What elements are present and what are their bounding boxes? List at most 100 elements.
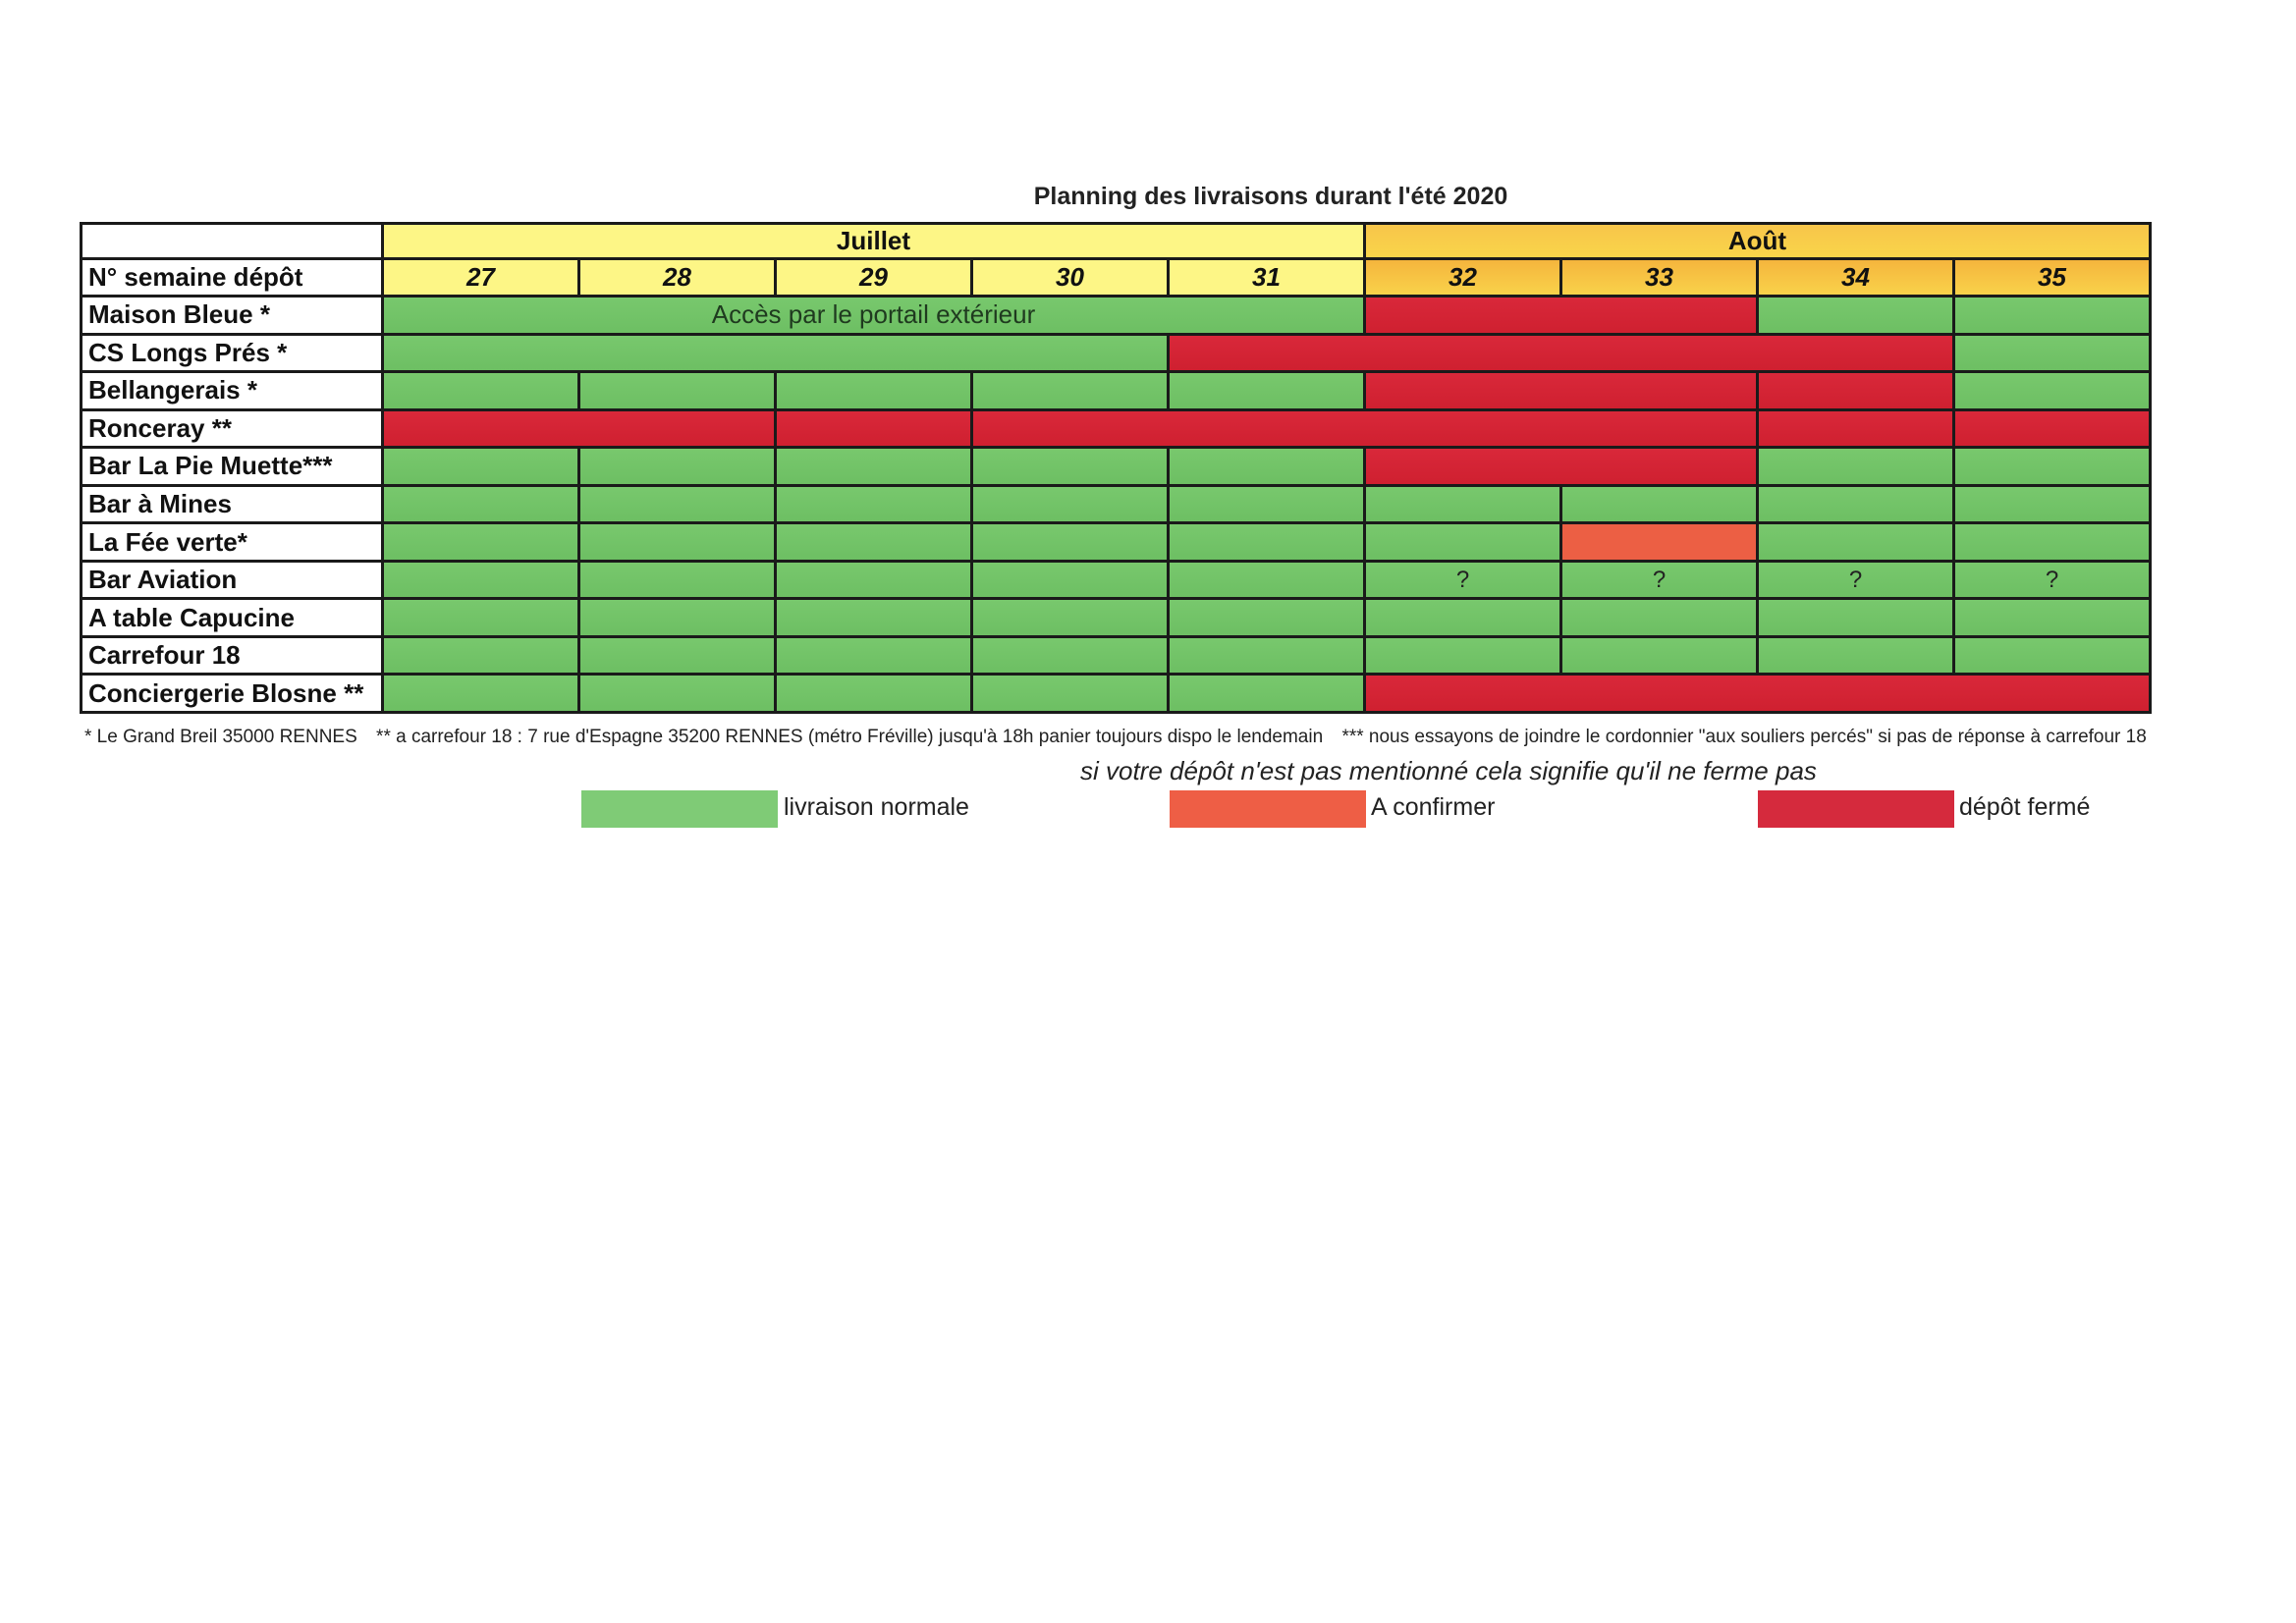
status-cell-green: [1366, 524, 1562, 563]
status-cell-red: [777, 410, 973, 450]
uncertain-mark: ?: [1455, 566, 1470, 593]
status-cell-green: [777, 562, 973, 601]
status-cell-red: [1759, 410, 1955, 450]
status-cell-green: [973, 373, 1170, 411]
status-cell-green: [1170, 600, 1366, 638]
week-header-35: 35: [1955, 259, 2152, 298]
status-cell-red: [1759, 373, 1955, 411]
status-cell-green: [777, 637, 973, 676]
status-cell-green: [777, 600, 973, 638]
status-cell-green: [1759, 637, 1955, 676]
status-cell-green: [1170, 373, 1366, 411]
status-cell-red: [1170, 335, 1955, 374]
status-cell-green: [1955, 600, 2152, 638]
status-cell-green: [1759, 486, 1955, 525]
status-cell-red: [1366, 373, 1759, 411]
depot-name: Ronceray **: [80, 410, 384, 450]
status-cell-green: [580, 637, 777, 676]
status-cell-red: [1955, 410, 2152, 450]
status-cell-green: [580, 449, 777, 487]
status-cell-green: [384, 373, 580, 411]
status-cell-green: [1170, 486, 1366, 525]
status-cell-green: [1955, 335, 2152, 374]
status-cell-green: [580, 600, 777, 638]
status-cell-red: [1366, 676, 2152, 714]
status-cell-green: [1955, 298, 2152, 336]
status-cell-green: [384, 335, 1170, 374]
status-cell-green: [1170, 676, 1366, 714]
status-cell-green: ?: [1366, 562, 1562, 601]
status-cell-green: [973, 486, 1170, 525]
status-cell-green: [973, 449, 1170, 487]
depot-name: La Fée verte*: [80, 524, 384, 563]
status-cell-green: [1955, 373, 2152, 411]
week-header-28: 28: [580, 259, 777, 298]
status-cell-green: [1366, 486, 1562, 525]
status-cell-green: [1562, 486, 1759, 525]
status-cell-green: [1366, 600, 1562, 638]
depot-name: Bar à Mines: [80, 486, 384, 525]
status-cell-green: [973, 562, 1170, 601]
status-cell-green: [973, 637, 1170, 676]
depot-name: CS Longs Prés *: [80, 335, 384, 374]
cell-note: Accès par le portail extérieur: [711, 299, 1036, 330]
status-cell-green: [1955, 524, 2152, 563]
legend-swatch-closed: [1758, 790, 1954, 828]
week-header-32: 32: [1366, 259, 1562, 298]
week-header-31: 31: [1170, 259, 1366, 298]
status-cell-green: [1170, 562, 1366, 601]
depot-name: Carrefour 18: [80, 637, 384, 676]
status-cell-green: ?: [1955, 562, 2152, 601]
week-row-label: N° semaine dépôt: [80, 259, 384, 298]
status-cell-red: [973, 410, 1759, 450]
footnotes: * Le Grand Breil 35000 RENNES ** a carre…: [84, 727, 2157, 748]
page-title: Planning des livraisons durant l'été 202…: [1033, 183, 1508, 210]
status-cell-green: [580, 486, 777, 525]
status-cell-green: [580, 676, 777, 714]
week-header-34: 34: [1759, 259, 1955, 298]
status-cell-green: ?: [1562, 562, 1759, 601]
month-header-aout: Août: [1366, 222, 2152, 260]
week-header-29: 29: [777, 259, 973, 298]
legend-label-confirm: A confirmer: [1371, 793, 1496, 821]
week-header-30: 30: [973, 259, 1170, 298]
status-cell-green: [1955, 449, 2152, 487]
status-cell-green: [384, 524, 580, 563]
status-cell-green: Accès par le portail extérieur: [384, 298, 1366, 336]
status-cell-green: [777, 449, 973, 487]
status-cell-green: [580, 524, 777, 563]
footnote-3: *** nous essayons de joindre le cordonni…: [1341, 727, 2147, 747]
status-cell-green: [1562, 600, 1759, 638]
status-cell-green: [777, 524, 973, 563]
week-header-27: 27: [384, 259, 580, 298]
footnote-2: ** a carrefour 18 : 7 rue d'Espagne 3520…: [376, 727, 1324, 747]
status-cell-green: [384, 562, 580, 601]
legend-label-normal: livraison normale: [784, 793, 969, 821]
status-cell-red: [1366, 449, 1759, 487]
depot-name: A table Capucine: [80, 600, 384, 638]
legend-label-closed: dépôt fermé: [1959, 793, 2091, 821]
status-cell-green: [973, 676, 1170, 714]
legend-swatch-normal: [581, 790, 778, 828]
status-cell-green: [384, 449, 580, 487]
status-cell-green: [777, 676, 973, 714]
status-cell-green: [384, 486, 580, 525]
status-cell-green: [777, 486, 973, 525]
status-cell-green: [1759, 298, 1955, 336]
depot-name: Bar Aviation: [80, 562, 384, 601]
depot-name: Conciergerie Blosne **: [80, 676, 384, 714]
header-corner: [80, 222, 384, 260]
uncertain-mark: ?: [1652, 566, 1667, 593]
status-cell-green: [384, 637, 580, 676]
status-cell-green: [384, 600, 580, 638]
status-cell-green: [1366, 637, 1562, 676]
status-cell-green: [580, 373, 777, 411]
status-cell-green: [1170, 637, 1366, 676]
status-cell-green: [1955, 486, 2152, 525]
status-cell-green: [973, 600, 1170, 638]
status-cell-green: [1955, 637, 2152, 676]
status-cell-red: [384, 410, 777, 450]
status-cell-green: [1170, 524, 1366, 563]
closure-note: si votre dépôt n'est pas mentionné cela …: [1080, 756, 1817, 785]
status-cell-green: [1759, 449, 1955, 487]
